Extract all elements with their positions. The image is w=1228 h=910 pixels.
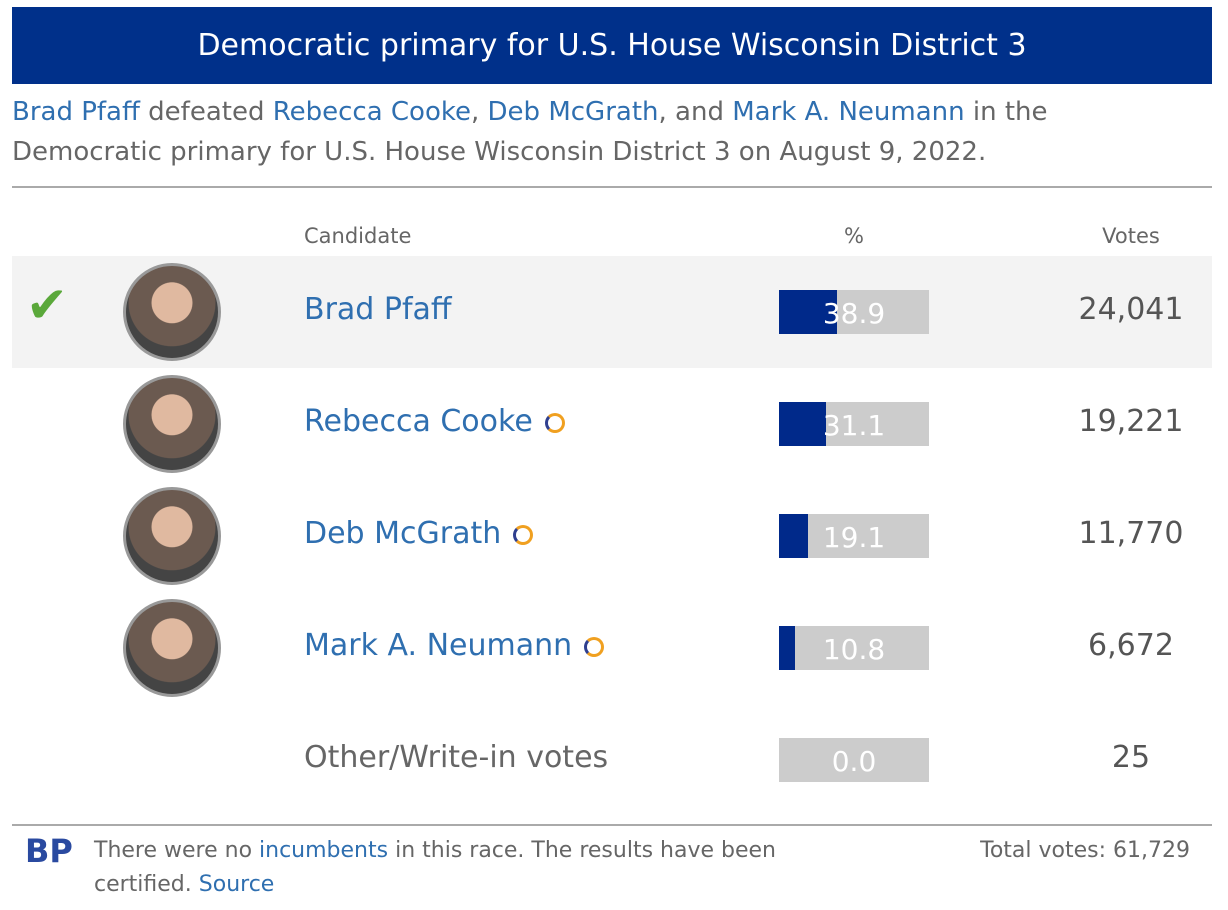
photo	[123, 375, 221, 473]
bar	[779, 402, 826, 446]
column-header: %	[844, 224, 864, 248]
pct-label: 38.9	[822, 297, 886, 330]
link[interactable]: incumbents	[259, 838, 389, 863]
name-text: Mark A. Neumann	[304, 628, 573, 663]
votes: 6,672	[1088, 628, 1174, 663]
votes: 25	[1111, 740, 1151, 775]
votes: 19,221	[1078, 404, 1184, 439]
link[interactable]: Mark A. Neumann	[732, 97, 965, 127]
bar-track: 19.1	[779, 514, 929, 558]
text: , and	[658, 97, 733, 127]
intro: Brad Pfaff defeated Rebecca Cooke, Deb M…	[12, 92, 1112, 172]
divider	[12, 824, 1212, 826]
pct-label: 31.1	[822, 409, 886, 442]
votes: 24,041	[1078, 292, 1184, 327]
total-votes: Total votes: 61,729	[980, 838, 1190, 863]
votes: 11,770	[1078, 516, 1184, 551]
candidate-name[interactable]: Mark A. Neumann	[304, 628, 605, 663]
photo	[123, 263, 221, 361]
candidate-name[interactable]: Brad Pfaff	[304, 292, 452, 327]
icon	[544, 412, 565, 433]
footer-note: There were no incumbents in this race. T…	[94, 834, 854, 902]
bar	[779, 514, 808, 558]
link[interactable]: Source	[198, 872, 275, 897]
column-header: Candidate	[304, 224, 412, 248]
bar-track: 31.1	[779, 402, 929, 446]
text: ,	[471, 97, 488, 127]
text: in the Democratic primary for U.S. House…	[12, 97, 1048, 167]
pct-label: 10.8	[822, 633, 886, 666]
check: ✔	[26, 276, 68, 334]
link[interactable]: Deb McGrath	[487, 97, 659, 127]
title: Democratic primary for U.S. House Wiscon…	[197, 28, 1027, 63]
link[interactable]: Brad Pfaff	[12, 97, 140, 127]
name-text: Deb McGrath	[304, 516, 502, 551]
pct-label: 0.0	[831, 745, 877, 778]
icon	[513, 524, 534, 545]
candidate-name[interactable]: Rebecca Cooke	[304, 404, 565, 439]
candidate-name: Other/Write-in votes	[304, 740, 608, 775]
bar-track: 0.0	[779, 738, 929, 782]
pct-label: 19.1	[822, 521, 886, 554]
link[interactable]: Rebecca Cooke	[272, 97, 471, 127]
text: defeated	[139, 97, 273, 127]
divider	[12, 186, 1212, 188]
bar-track: 10.8	[779, 626, 929, 670]
text: There were no	[94, 838, 260, 863]
title-bar: Democratic primary for U.S. House Wiscon…	[12, 7, 1212, 84]
logo: BP	[25, 832, 73, 870]
bar	[779, 290, 838, 334]
bar-track: 38.9	[779, 290, 929, 334]
candidate-name[interactable]: Deb McGrath	[304, 516, 534, 551]
photo	[123, 599, 221, 697]
column-header: Votes	[1102, 224, 1160, 248]
name-text: Brad Pfaff	[304, 292, 452, 327]
bar	[779, 626, 796, 670]
name-text: Rebecca Cooke	[304, 404, 533, 439]
text: in this race. The results have been cert…	[94, 838, 776, 897]
photo	[123, 487, 221, 585]
name-text: Other/Write-in votes	[304, 740, 609, 775]
icon	[584, 636, 605, 657]
